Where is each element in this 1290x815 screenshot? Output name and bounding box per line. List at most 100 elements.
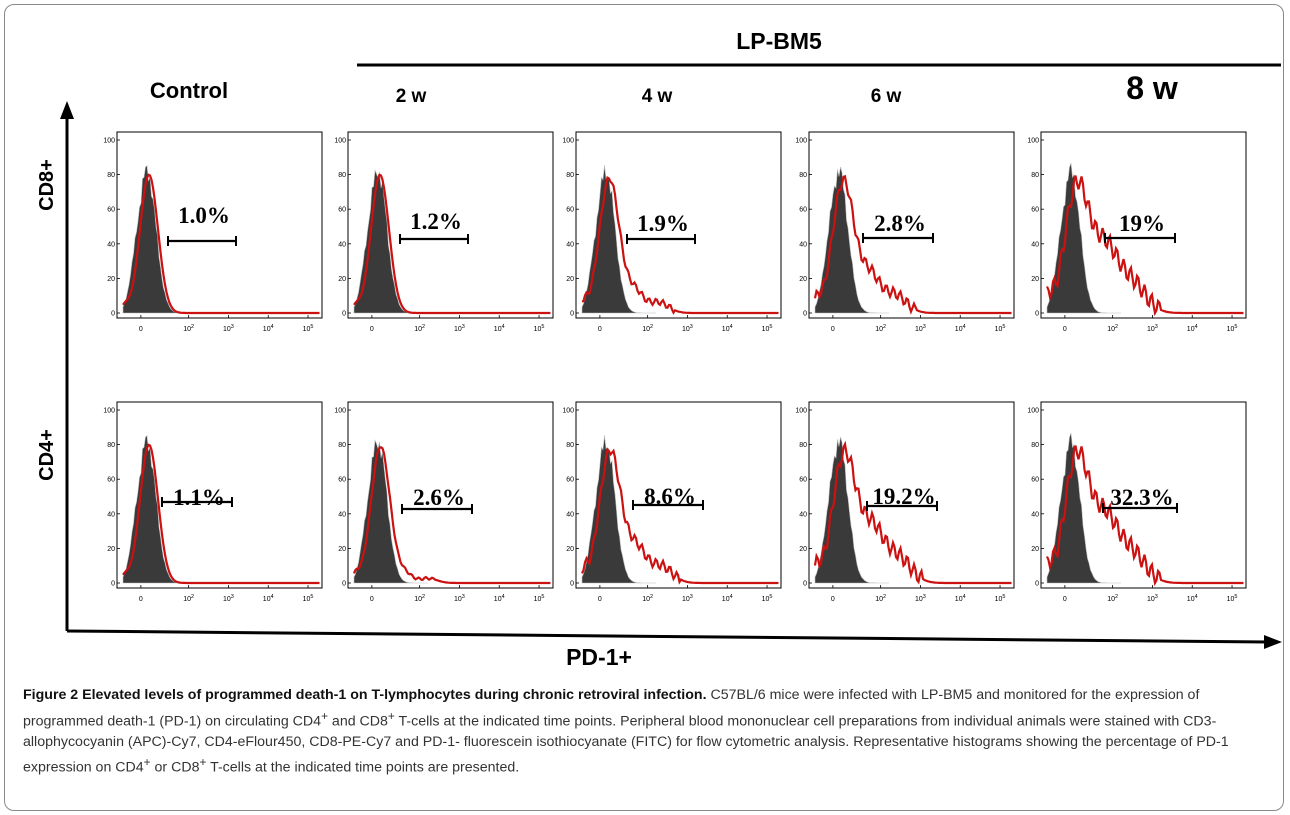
x-tick-label: 102 <box>875 324 886 333</box>
x-tick-exponent: 4 <box>963 594 966 600</box>
y-tick-label: 80 <box>1031 442 1039 449</box>
y-tick-label: 60 <box>1031 207 1039 214</box>
gate-percent-label: 1.1% <box>173 485 225 510</box>
x-tick-label: 104 <box>494 594 505 603</box>
isotype-histogram <box>1046 432 1121 584</box>
pd1-histogram-line <box>1045 445 1244 587</box>
pd1-histogram-line <box>813 174 1012 315</box>
figure-graphic: LP-BM5 Control 2 w 4 w 6 w 8 w CD8+ CD4+… <box>36 28 1282 670</box>
y-tick-label: 0 <box>1035 581 1039 588</box>
pd1-histogram-line <box>813 440 1012 585</box>
pd1-histogram-line <box>1045 175 1244 317</box>
x-tick-label: 0 <box>139 326 143 333</box>
y-tick-label: 20 <box>1031 546 1039 553</box>
pd1-histogram-line <box>352 446 551 585</box>
x-tick-label: 103 <box>915 324 926 333</box>
y-tick-label: 40 <box>566 511 574 518</box>
x-tick-label: 102 <box>183 594 194 603</box>
x-tick-label: 0 <box>370 326 374 333</box>
x-tick-exponent: 2 <box>191 594 194 600</box>
y-tick-label: 80 <box>1031 172 1039 179</box>
y-tick-label: 80 <box>338 442 346 449</box>
x-tick-label: 102 <box>1107 594 1118 603</box>
y-tick-label: 40 <box>799 241 807 248</box>
isotype-histogram <box>581 435 656 584</box>
caption-text: C57BL/6 mice were infected with LP-BM5 a… <box>23 687 1200 730</box>
y-tick-label: 0 <box>342 311 346 318</box>
x-tick-exponent: 3 <box>690 324 693 330</box>
x-tick-label: 104 <box>494 324 505 333</box>
y-tick-label: 20 <box>338 276 346 283</box>
x-tick-label: 104 <box>263 324 274 333</box>
caption-text: and CD8 <box>327 713 388 730</box>
figure-caption: Figure 2 Elevated levels of programmed d… <box>23 685 1278 778</box>
caption-text: T-cells at the indicated time points. Pe… <box>23 713 1229 776</box>
y-tick-label: 100 <box>562 408 574 415</box>
x-tick-exponent: 4 <box>1195 324 1198 330</box>
x-tick-label: 104 <box>1187 594 1198 603</box>
y-tick-label: 80 <box>566 442 574 449</box>
x-tick-exponent: 5 <box>769 324 772 330</box>
x-tick-label: 103 <box>454 324 465 333</box>
pd1-histogram-line <box>353 173 551 315</box>
caption-sup: + <box>387 708 395 723</box>
x-tick-exponent: 5 <box>310 324 313 330</box>
x-tick-exponent: 3 <box>231 594 234 600</box>
isotype-histogram <box>353 439 428 584</box>
x-tick-exponent: 2 <box>650 594 653 600</box>
x-tick-exponent: 5 <box>769 594 772 600</box>
x-tick-label: 0 <box>139 596 143 603</box>
column-label-4w: 4 w <box>642 86 673 107</box>
x-tick-label: 103 <box>454 594 465 603</box>
x-tick-label: 104 <box>722 594 733 603</box>
isotype-histogram <box>814 436 889 584</box>
x-tick-exponent: 4 <box>730 594 733 600</box>
y-tick-label: 40 <box>799 511 807 518</box>
y-tick-label: 40 <box>566 241 574 248</box>
x-tick-label: 102 <box>1107 324 1118 333</box>
row-label-cd4: CD4+ <box>36 429 58 481</box>
x-tick-label: 104 <box>722 324 733 333</box>
x-axis-arrowhead <box>1264 635 1282 649</box>
caption-text: or CD8 <box>150 759 200 776</box>
y-tick-label: 60 <box>799 477 807 484</box>
y-tick-label: 60 <box>566 207 574 214</box>
y-tick-label: 80 <box>107 172 115 179</box>
caption-sup: + <box>199 755 207 770</box>
x-tick-exponent: 2 <box>191 324 194 330</box>
y-tick-label: 60 <box>338 477 346 484</box>
gate-percent-label: 2.8% <box>874 211 926 236</box>
y-tick-label: 20 <box>799 546 807 553</box>
x-tick-exponent: 4 <box>963 324 966 330</box>
x-tick-label: 102 <box>875 594 886 603</box>
y-tick-label: 40 <box>107 511 115 518</box>
x-tick-label: 0 <box>598 596 602 603</box>
x-tick-label: 103 <box>682 324 693 333</box>
pd1-histogram-line <box>122 443 320 585</box>
y-tick-label: 0 <box>111 581 115 588</box>
x-tick-label: 0 <box>831 326 835 333</box>
y-tick-label: 20 <box>566 276 574 283</box>
y-tick-label: 40 <box>1031 241 1039 248</box>
x-tick-exponent: 5 <box>1234 324 1237 330</box>
y-tick-label: 60 <box>566 477 574 484</box>
x-tick-exponent: 3 <box>1155 324 1158 330</box>
x-tick-label: 104 <box>955 594 966 603</box>
y-tick-label: 0 <box>1035 311 1039 318</box>
y-tick-label: 40 <box>1031 511 1039 518</box>
x-tick-exponent: 5 <box>1234 594 1237 600</box>
x-tick-exponent: 3 <box>1155 594 1158 600</box>
x-tick-exponent: 2 <box>422 594 425 600</box>
y-tick-label: 20 <box>107 276 115 283</box>
x-tick-label: 0 <box>831 596 835 603</box>
x-tick-exponent: 3 <box>923 594 926 600</box>
row-label-cd8: CD8+ <box>36 159 58 211</box>
column-label-2w: 2 w <box>396 86 427 107</box>
y-tick-label: 80 <box>107 442 115 449</box>
x-tick-label: 103 <box>223 324 234 333</box>
y-tick-label: 60 <box>107 477 115 484</box>
x-tick-exponent: 4 <box>730 324 733 330</box>
x-tick-label: 102 <box>414 594 425 603</box>
x-tick-label: 105 <box>1227 594 1238 603</box>
x-tick-label: 103 <box>1147 594 1158 603</box>
